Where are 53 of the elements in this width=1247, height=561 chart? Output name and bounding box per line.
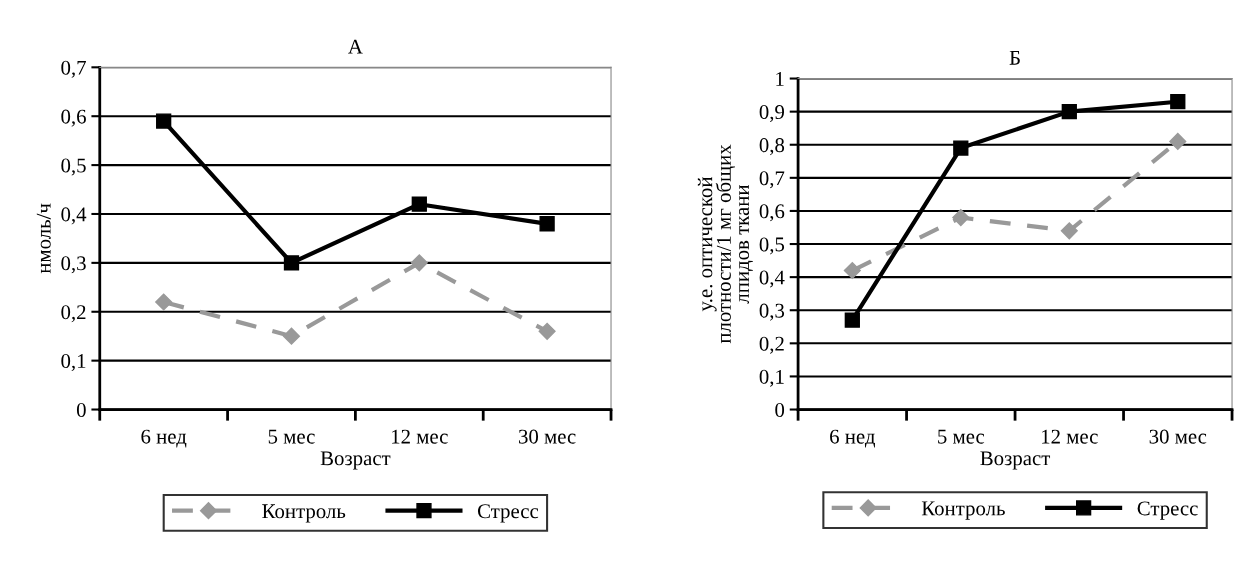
x-axis-title: Возраст xyxy=(980,451,1051,470)
x-tick-label: 5 мес xyxy=(268,429,315,444)
point xyxy=(953,140,969,156)
x-axis-title: Возраст xyxy=(320,451,391,470)
point xyxy=(283,255,300,271)
x-tick-label: 12 мес xyxy=(392,429,448,444)
y-tick-label: 0,1 xyxy=(61,354,86,372)
y-tick-label: 0,7 xyxy=(759,171,785,189)
y-tick-label: 1 xyxy=(776,72,784,86)
point xyxy=(282,327,301,345)
point xyxy=(1170,94,1186,110)
legend-label: Контроль xyxy=(262,504,346,523)
chart-title: А xyxy=(348,39,363,54)
y-tick-label: 0,8 xyxy=(759,138,785,156)
y-axis-title: у.е. оптической плотности/1 мг общих лпидов ткани xyxy=(697,144,753,344)
point xyxy=(539,216,555,232)
point xyxy=(155,293,173,311)
legend-label: Стресс xyxy=(1137,501,1198,520)
point xyxy=(952,209,970,227)
point xyxy=(1060,222,1078,240)
legend-label: Стресс xyxy=(477,504,539,523)
x-tick-label: 30 мес xyxy=(1149,429,1207,444)
y-tick-label: 0,4 xyxy=(61,207,87,225)
point xyxy=(1169,132,1187,150)
y-axis-title: нмоль/ч xyxy=(36,203,51,274)
legend-label: Контроль xyxy=(921,501,1005,520)
y-tick-label: 0,3 xyxy=(61,256,86,274)
y-tick-label: 0,5 xyxy=(759,237,785,255)
point xyxy=(843,261,861,280)
x-tick-label: 30 мес xyxy=(519,429,576,444)
x-tick-label: 6 нед xyxy=(141,429,187,448)
point xyxy=(538,322,556,340)
y-tick-label: 0,7 xyxy=(61,60,86,78)
y-tick-label: 0,6 xyxy=(61,109,86,127)
y-tick-label: 0,5 xyxy=(61,158,86,176)
y-tick-label: 0,3 xyxy=(759,303,785,321)
x-tick-label: 12 мес xyxy=(1042,429,1098,444)
y-tick-label: 0,9 xyxy=(759,105,785,123)
y-tick-label: 0,2 xyxy=(759,336,784,354)
point xyxy=(1061,103,1077,120)
x-tick-label: 5 мес xyxy=(938,429,985,444)
x-tick-label: 6 нед xyxy=(830,429,876,448)
point xyxy=(411,196,427,212)
y-tick-label: 0,6 xyxy=(759,204,785,222)
point xyxy=(156,113,172,129)
y-tick-label: 0,1 xyxy=(759,369,784,387)
y-tick-label: 0,2 xyxy=(61,305,86,323)
y-tick-label: 0 xyxy=(775,402,785,417)
point xyxy=(410,254,428,272)
chart-title: Б xyxy=(1009,51,1020,65)
y-tick-label: 0,4 xyxy=(759,270,785,288)
y-tick-label: 0 xyxy=(76,402,86,417)
point xyxy=(844,312,860,328)
